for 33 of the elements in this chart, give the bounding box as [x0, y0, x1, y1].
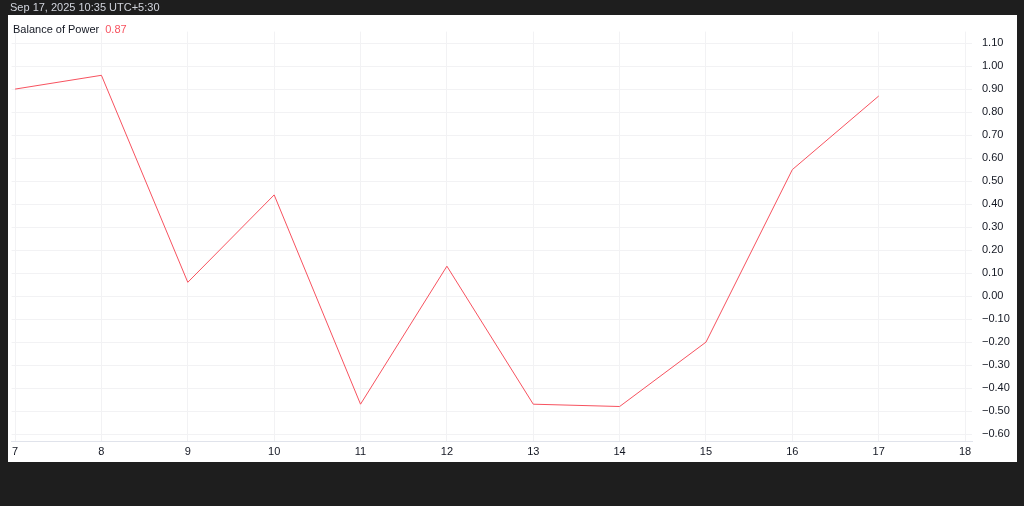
y-tick-label: 0.00 — [982, 289, 1004, 302]
x-tick-label: 16 — [786, 444, 799, 457]
y-tick-label: 0.80 — [982, 105, 1004, 118]
y-tick-label: −0.60 — [982, 427, 1010, 440]
x-tick-label: 8 — [98, 444, 105, 457]
y-tick-label: 0.70 — [982, 128, 1004, 141]
y-tick-label: −0.10 — [982, 312, 1010, 325]
x-tick-label: 9 — [184, 444, 191, 457]
x-tick-label: 12 — [440, 444, 454, 457]
x-tick-label: 14 — [613, 444, 626, 457]
y-tick-label: 1.00 — [982, 59, 1004, 72]
y-tick-label: −0.20 — [982, 335, 1010, 348]
annotation: 0.87 — [105, 23, 127, 35]
x-tick-label: 11 — [354, 444, 367, 457]
y-tick-label: 1.10 — [982, 36, 1004, 49]
x-tick-label: 10 — [268, 444, 281, 457]
y-tick-label: −0.30 — [982, 358, 1010, 371]
chart-title: Balance of Power — [13, 23, 100, 35]
y-tick-label: 0.20 — [982, 243, 1004, 256]
x-tick-label: 18 — [958, 444, 972, 457]
x-tick-label: 7 — [12, 444, 19, 457]
chart-subtitle: Sep 17, 2025 10:35 UTC+5:30 — [10, 1, 160, 14]
x-tick-label: 17 — [872, 444, 885, 457]
y-tick-label: 0.90 — [982, 82, 1004, 95]
y-tick-label: 0.10 — [982, 266, 1004, 279]
y-tick-label: 0.30 — [982, 220, 1004, 233]
y-tick-label: 0.60 — [982, 151, 1004, 164]
y-tick-label: 0.50 — [982, 174, 1004, 187]
y-tick-label: 0.40 — [982, 197, 1004, 210]
y-tick-label: −0.40 — [982, 381, 1010, 394]
x-tick-label: 13 — [527, 444, 540, 457]
y-tick-label: −0.50 — [982, 404, 1010, 417]
x-tick-label: 15 — [699, 444, 713, 457]
